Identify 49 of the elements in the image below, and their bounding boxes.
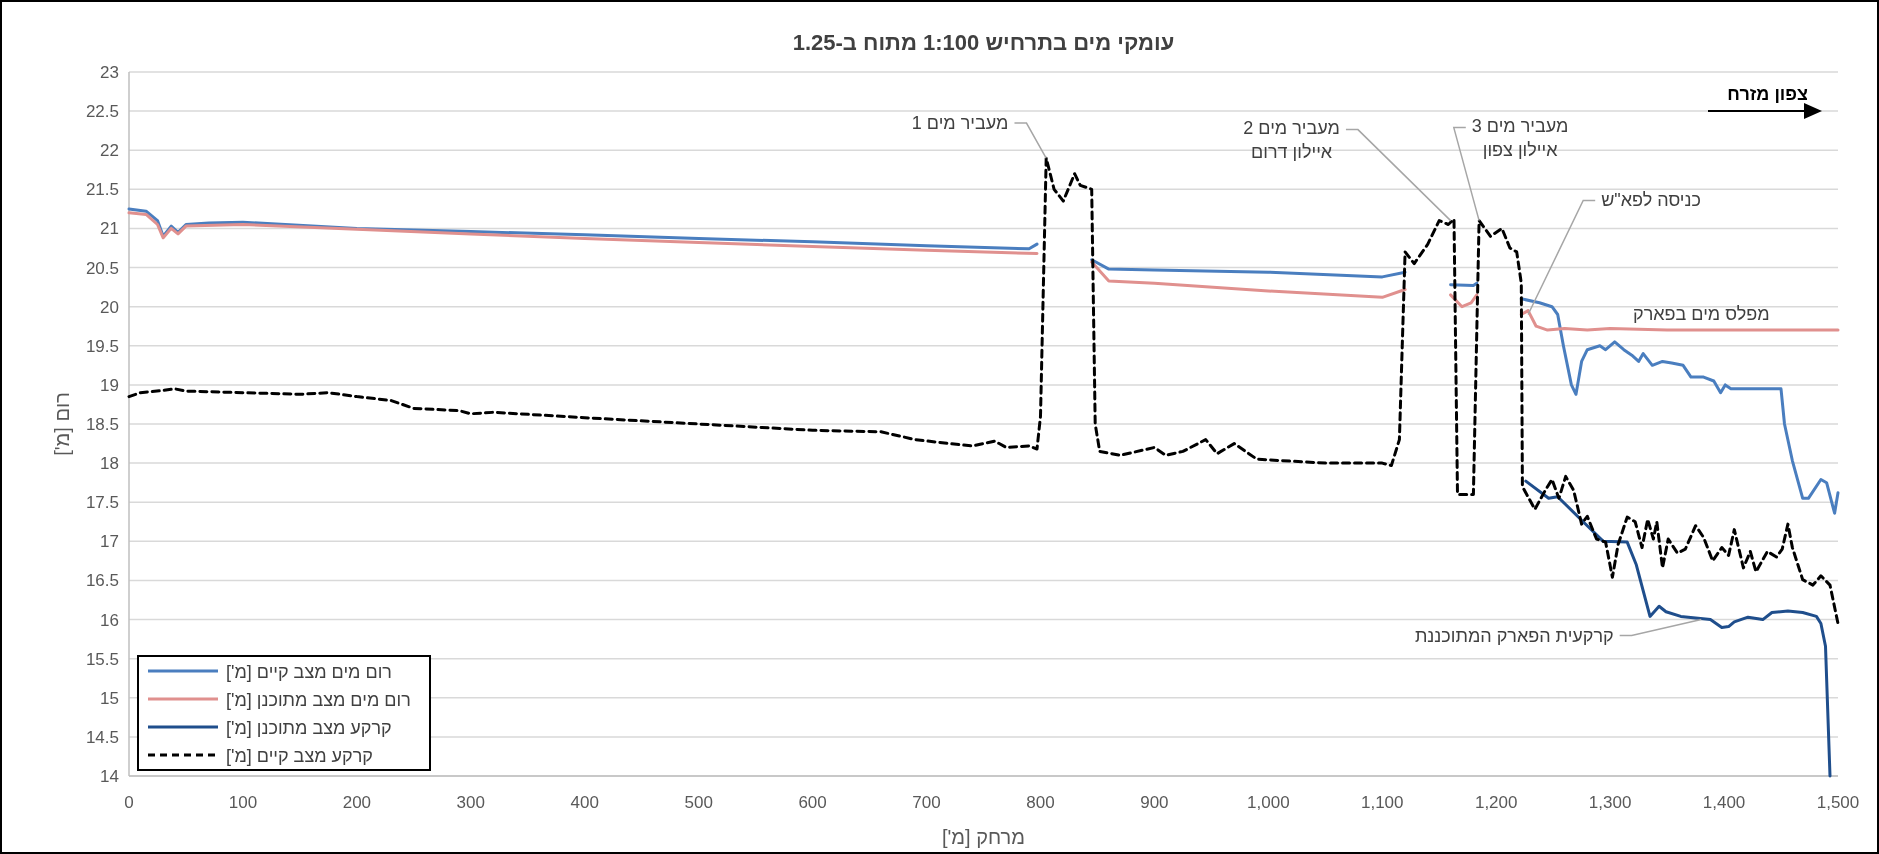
chart-title: עומקי מים בתרחיש 1:100 מתוח ב-1.25 <box>792 30 1175 55</box>
y-tick-label: 15 <box>100 688 119 708</box>
legend-label: רום מים מצב מתוכנן [מ'] <box>226 690 411 710</box>
x-tick-label: 1,000 <box>1247 793 1290 812</box>
annotation: מעביר מים 3 איילון צפון <box>1471 115 1569 160</box>
y-tick-label: 17 <box>100 532 119 552</box>
x-tick-label: 500 <box>684 793 713 812</box>
legend-label: קרקע מצב קיים [מ'] <box>226 746 373 766</box>
y-tick-label: 18 <box>100 454 119 474</box>
y-tick-label: 22 <box>100 141 119 161</box>
x-tick-label: 1,200 <box>1474 793 1518 812</box>
y-tick-label: 16 <box>100 610 119 630</box>
legend-label: קרקע מצב מתוכנן [מ'] <box>226 718 392 738</box>
x-tick-label: 1,500 <box>1816 793 1860 812</box>
y-tick-label: 14.5 <box>85 727 119 747</box>
x-tick-label: 1,300 <box>1588 793 1632 812</box>
y-tick-label: 20.5 <box>85 258 119 278</box>
annotation: כניסה לפא"ש <box>1601 190 1701 211</box>
y-tick-label: 18.5 <box>85 415 119 434</box>
x-tick-label: 300 <box>456 793 485 812</box>
y-tick-label: 15.5 <box>85 649 119 669</box>
x-tick-label: 400 <box>570 793 599 812</box>
y-tick-label: 19.5 <box>85 336 119 356</box>
y-tick-label: 17.5 <box>85 493 119 513</box>
y-axis-title: רום [מ'] <box>51 392 73 456</box>
x-tick-label: 0 <box>124 793 134 812</box>
x-tick-label: 1,100 <box>1360 793 1404 812</box>
x-tick-label: 600 <box>798 793 827 812</box>
y-tick-label: 16.5 <box>85 571 119 591</box>
y-tick-label: 14 <box>100 767 119 786</box>
y-tick-label: 20 <box>100 297 119 317</box>
y-tick-label: 21 <box>100 219 119 239</box>
x-tick-label: 100 <box>228 793 258 812</box>
annotation: קרקעית הפארק המתוכננת <box>1414 625 1614 646</box>
annotation: מעביר מים 1 <box>911 113 1009 134</box>
annotation: צפון מזרח <box>1727 84 1809 104</box>
y-tick-label: 19 <box>100 375 119 395</box>
x-tick-label: 1,400 <box>1702 793 1746 812</box>
y-tick-label: 23 <box>100 63 119 82</box>
x-tick-label: 200 <box>342 793 372 812</box>
y-tick-label: 22.5 <box>85 102 119 122</box>
legend-label: רום מים מצב קיים [מ'] <box>226 662 392 682</box>
x-tick-label: 700 <box>912 793 941 812</box>
annotation: מפלס מים בפארק <box>1633 304 1770 325</box>
x-tick-label: 900 <box>1140 793 1169 812</box>
y-tick-label: 21.5 <box>85 180 119 200</box>
annotation: מעביר מים 2 איילון דרום <box>1243 117 1340 162</box>
x-tick-label: 800 <box>1026 793 1055 812</box>
x-axis-title: מרחק [מ'] <box>941 826 1026 848</box>
